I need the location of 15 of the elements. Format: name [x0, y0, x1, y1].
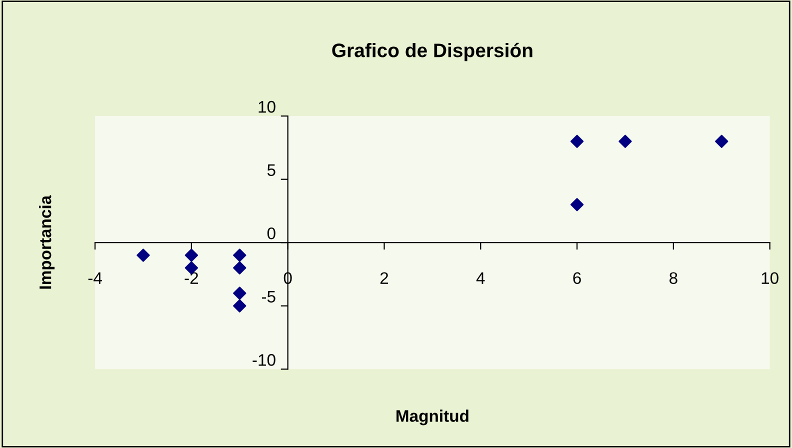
x-tick-label: 6: [573, 272, 581, 284]
y-tick-label: 10: [258, 100, 276, 113]
x-tick-label: 4: [476, 272, 485, 284]
y-tick-label: 5: [267, 164, 276, 176]
chart-title: Grafico de Dispersión: [332, 42, 532, 62]
y-axis-title: Importancia: [39, 195, 55, 289]
x-tick-label: 10: [762, 272, 778, 284]
y-tick-label: -10: [252, 354, 276, 366]
x-tick-label: 2: [380, 272, 388, 284]
x-tick-label: -2: [184, 272, 198, 284]
x-tick-label: 8: [670, 272, 678, 284]
x-axis-title: Magnitud: [396, 410, 468, 426]
y-tick-label: -5: [262, 290, 276, 303]
x-tick-label: -4: [88, 272, 102, 284]
y-tick-label: 0: [267, 227, 276, 240]
